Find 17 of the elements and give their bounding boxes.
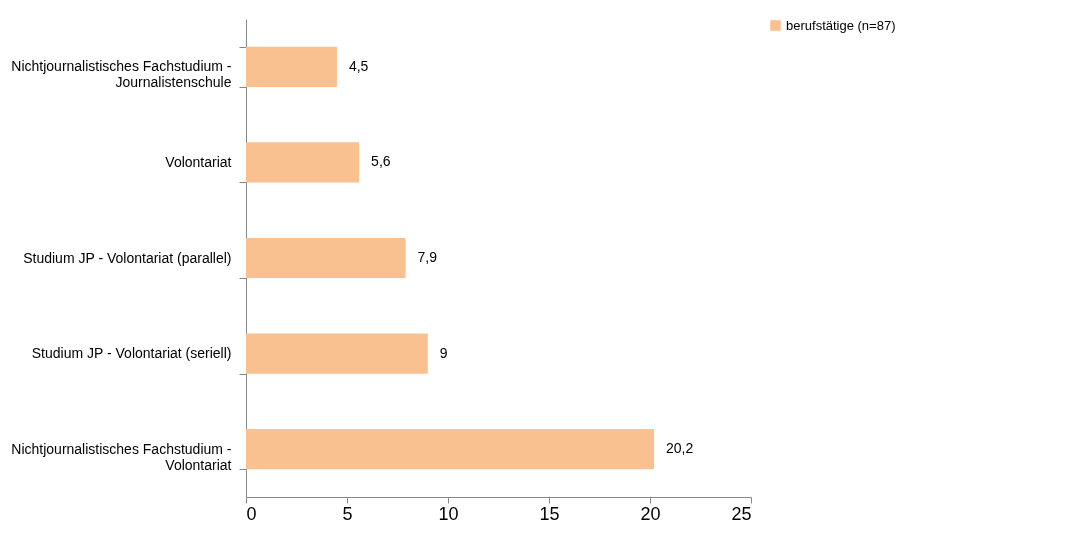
x-tick-label: 25 [731,503,752,524]
data-label: 20,2 [666,440,694,457]
x-tick-label: 15 [539,503,560,524]
legend-label: berufstätige (n=87) [786,17,896,33]
data-label: 5,6 [371,153,391,170]
y-tick-label: Studium JP - Volontariat (parallel) [23,249,232,266]
data-label: 7,9 [417,249,438,265]
data-label: 4,5 [348,57,369,74]
x-tick-label: 5 [342,503,353,524]
y-tick-label: Volontariat [165,153,232,170]
y-tick-label: Nichtjournalistisches Fachstudium - Journalistenschule [11,58,232,91]
y-tick-label: Nichtjournalistisches Fachstudium - Volontariat [11,440,232,473]
x-tick-label: 0 [246,503,257,524]
x-tick-label: 20 [640,503,661,524]
x-tick-label: 10 [438,503,459,524]
y-tick-label: Studium JP - Volontariat (seriell) [31,345,232,362]
data-label: 9 [439,344,448,361]
